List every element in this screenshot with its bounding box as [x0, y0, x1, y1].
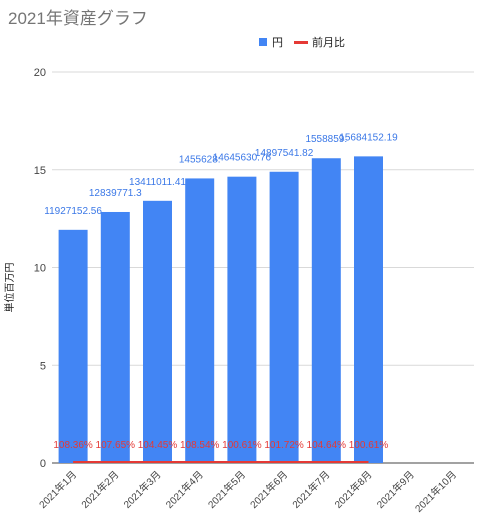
x-tick-label: 2021年6月	[247, 468, 290, 511]
mom-percent-label: 108.36%	[53, 440, 93, 451]
bar-value-label: 1455628:	[179, 154, 221, 165]
legend-swatch-line	[294, 41, 308, 44]
mom-percent-label: 101.72%	[264, 440, 304, 451]
legend-swatch-bar	[259, 38, 267, 46]
mom-percent-label: 104.45%	[138, 440, 178, 451]
chart-title: 2021年資産グラフ	[8, 9, 148, 28]
bar	[143, 200, 172, 463]
mom-percent-label: 104.64%	[307, 440, 347, 451]
legend-label-bar: 円	[272, 37, 283, 49]
y-tick-label: 5	[40, 360, 46, 372]
x-tick-label: 2021年9月	[374, 468, 417, 511]
y-tick-label: 20	[34, 67, 46, 79]
bar	[269, 171, 299, 463]
bar	[58, 229, 88, 463]
x-tick-label: 2021年10月	[412, 468, 459, 515]
bar	[185, 178, 215, 463]
bar	[354, 156, 383, 464]
mom-percent-label: 100.61%	[222, 440, 262, 451]
x-tick-label: 2021年4月	[163, 468, 206, 511]
bar-value-label: 1558859:	[305, 134, 347, 145]
y-tick-label: 10	[34, 263, 46, 275]
bar-value-label: 12839771.3	[89, 188, 142, 199]
bar	[227, 176, 257, 463]
y-axis-title: 単位百万円	[3, 263, 16, 313]
legend-label-line: 前月比	[312, 35, 345, 49]
mom-percent-label: 108.54%	[180, 440, 220, 451]
bar-value-label: 14897541.82	[255, 148, 314, 159]
mom-percent-label: 107.65%	[96, 440, 136, 451]
y-tick-label: 0	[40, 458, 46, 470]
bar	[311, 158, 341, 463]
bar-value-label: 15684152.19	[339, 132, 398, 143]
bar	[100, 211, 130, 463]
x-tick-label: 2021年7月	[289, 468, 332, 511]
mom-percent-label: 100.61%	[349, 440, 389, 451]
x-tick-label: 2021年3月	[121, 468, 164, 511]
y-tick-label: 15	[34, 165, 46, 177]
x-tick-label: 2021年2月	[78, 468, 121, 511]
x-tick-label: 2021年1月	[36, 468, 79, 511]
bar-value-label: 13411011.41	[129, 177, 186, 188]
x-tick-label: 2021年5月	[205, 468, 248, 511]
bar-value-label: 11927152.56	[44, 206, 102, 217]
x-tick-label: 2021年8月	[332, 468, 375, 511]
bar-value-label: 14645630.76	[213, 153, 272, 164]
